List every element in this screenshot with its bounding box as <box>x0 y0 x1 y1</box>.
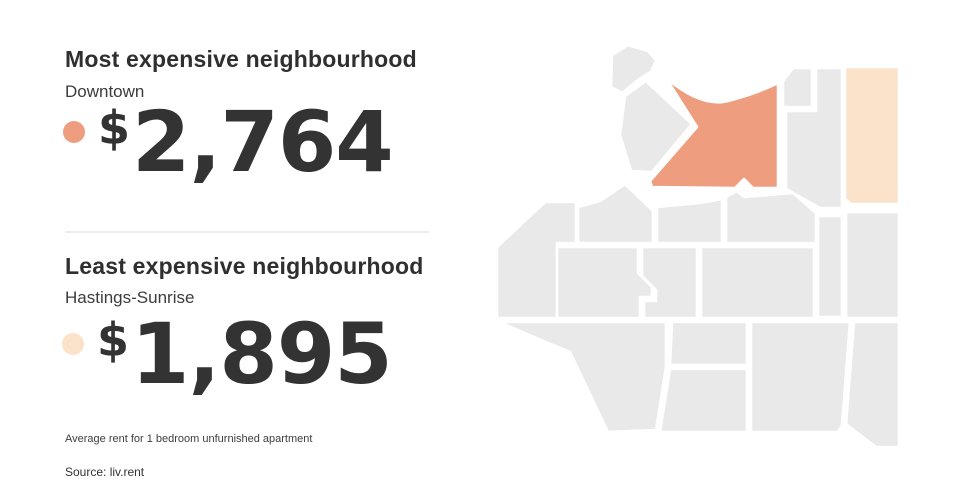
map-region <box>844 210 901 320</box>
least-expensive-price: $1,895 <box>97 312 393 396</box>
map-region <box>640 245 699 320</box>
map-region <box>658 367 749 434</box>
least-expensive-neighbourhood: Hastings-Sunrise <box>65 288 195 307</box>
legend-dot-most-expensive <box>63 121 85 143</box>
most-expensive-amount: 2,764 <box>132 93 394 191</box>
map-region-downtown <box>648 76 780 190</box>
map-region <box>749 320 852 434</box>
least-expensive-price-row: $1,895 <box>62 312 393 396</box>
map-region <box>618 79 694 174</box>
map-region <box>781 66 814 109</box>
map-region <box>655 197 724 245</box>
map-region <box>724 189 818 245</box>
footnote: Average rent for 1 bedroom unfurnished a… <box>65 433 313 445</box>
map-region <box>844 320 901 449</box>
section-divider <box>65 231 429 233</box>
most-expensive-title: Most expensive neighbourhood <box>65 46 417 72</box>
map-region <box>668 320 749 367</box>
map-region <box>784 66 844 210</box>
map-region <box>699 245 816 320</box>
currency-symbol: $ <box>98 101 131 155</box>
most-expensive-neighbourhood: Downtown <box>65 82 145 101</box>
legend-dot-least-expensive <box>62 333 84 355</box>
coal-harbour-notch <box>650 63 668 81</box>
map-region <box>555 245 654 320</box>
map-region <box>576 182 655 245</box>
vancouver-neighbourhood-map <box>490 43 901 449</box>
map-region <box>495 320 668 434</box>
map-region <box>816 214 844 319</box>
currency-symbol: $ <box>97 313 130 367</box>
map-region-hastings-sunrise <box>843 65 901 206</box>
source-credit: Source: liv.rent <box>65 465 145 479</box>
least-expensive-title: Least expensive neighbourhood <box>65 253 424 279</box>
least-expensive-amount: 1,895 <box>131 305 393 403</box>
most-expensive-price: $2,764 <box>98 100 394 184</box>
most-expensive-price-row: $2,764 <box>63 100 394 184</box>
map-boundary-line <box>490 316 569 354</box>
